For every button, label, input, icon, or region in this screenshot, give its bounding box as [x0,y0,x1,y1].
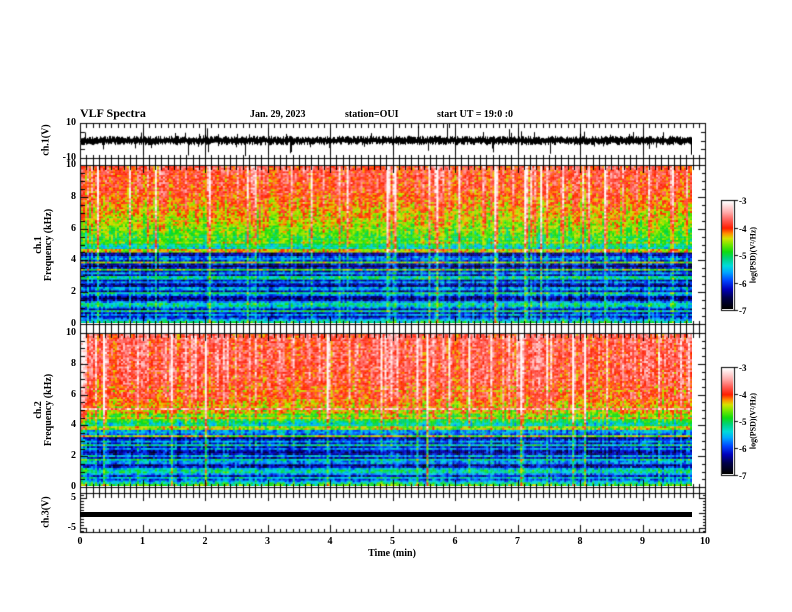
x-tick-label: 5 [390,536,395,547]
ch1-waveform-plot [81,124,692,157]
x-tick-label: 10 [700,536,710,547]
colorbar-tick-label: -5 [739,251,747,261]
colorbar-tick-label: -4 [739,390,747,400]
y-tick-label: 2 [71,450,76,462]
y-tick-label: 8 [71,190,76,202]
ch1-frequency-unit-label: Frequency (kHz) [43,208,54,282]
ch1-frequency-axis-label: ch.1 Frequency (kHz) [33,208,54,282]
y-tick-label: 4 [71,254,76,266]
colorbar-tick-label: -7 [739,471,747,481]
y-tick-label: 4 [71,419,76,431]
colorbar-tick-label: -4 [739,223,747,234]
colorbar-tick-label: -6 [739,444,747,454]
ch3-flatline-trace [80,512,692,517]
x-tick-label: 9 [640,536,645,547]
y-tick-label: 2 [71,286,76,298]
y-tick-label: -5 [67,521,76,533]
x-tick-label: 4 [327,536,333,547]
x-tick-label: 1 [140,536,145,547]
figure-station: station=OUI [345,109,399,120]
colorbar-tick-label: -5 [739,417,747,427]
y-tick-label: 6 [71,388,76,400]
x-tick-label: 2 [202,536,208,547]
ch1-voltage-axis-label: ch.1(V) [40,124,52,156]
ch2-colorbar [722,368,733,474]
figure-start-ut: start UT = 19:0 :0 [437,109,514,120]
ch1-spectrogram-plot [81,166,692,323]
figure-date: Jan. 29, 2023 [250,109,306,120]
y-tick-label: 10 [66,117,76,128]
ch1-colorbar [722,201,733,309]
y-tick-label: 0 [71,481,76,492]
y-tick-label: 5 [71,491,76,503]
figure-title: VLF Spectra [80,106,146,120]
colorbar-tick-label: -3 [739,196,747,206]
x-tick-label: 3 [265,536,270,547]
ch2-frequency-axis-label: ch.2 Frequency (kHz) [33,373,54,447]
x-tick-label: 8 [577,536,583,547]
ch2-spectrogram-plot [81,334,692,486]
colorbar-tick-label: -3 [739,363,747,373]
y-tick-label: 10 [66,327,76,338]
colorbar-tick-label: -7 [739,306,747,316]
x-tick-label: 6 [452,536,458,547]
colorbar-tick-label: -6 [739,278,747,289]
x-tick-label: 0 [77,536,83,547]
time-axis-label: Time (min) [368,548,416,559]
ch2-frequency-unit-label: Frequency (kHz) [43,373,54,447]
x-tick-label: 7 [515,536,520,547]
y-tick-label: 8 [71,357,76,369]
y-tick-label: 10 [66,159,76,170]
y-tick-label: 6 [71,222,76,234]
